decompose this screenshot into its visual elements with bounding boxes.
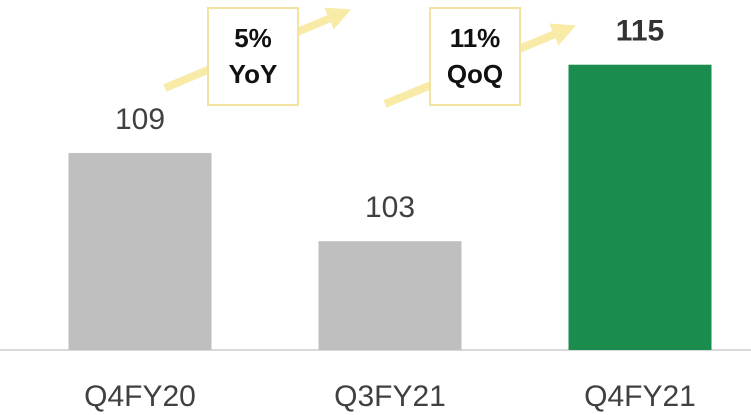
annotation-text: 5%	[234, 23, 272, 53]
annotation-text: YoY	[229, 59, 278, 89]
x-tick-label: Q4FY20	[84, 380, 196, 413]
value-label: 115	[616, 15, 664, 48]
annotation-box	[429, 7, 521, 106]
x-tick-label: Q4FY21	[584, 380, 696, 413]
bar	[68, 152, 212, 350]
bar	[568, 64, 712, 351]
value-label: 109	[115, 103, 165, 136]
x-tick-label: Q3FY21	[334, 380, 446, 413]
bar	[318, 241, 462, 350]
value-label: 103	[365, 191, 415, 224]
annotation-text: 11%	[450, 23, 501, 53]
annotation-box	[207, 7, 299, 106]
annotation-text: QoQ	[447, 59, 503, 89]
